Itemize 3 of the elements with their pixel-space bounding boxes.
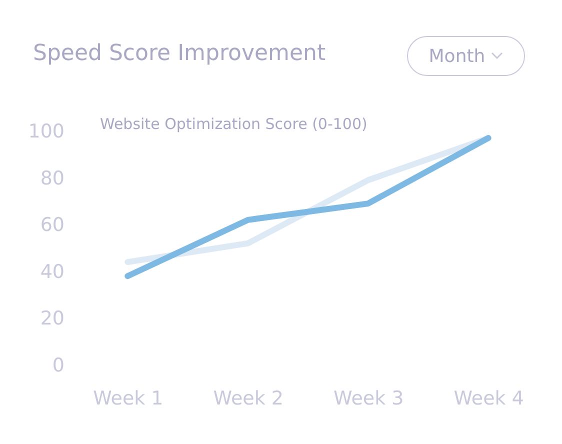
dropdown-button: Month <box>407 36 525 76</box>
chart-title: Speed Score Improvement <box>33 41 326 66</box>
chart-subtitle: Website Optimization Score (0-100) <box>100 115 368 133</box>
